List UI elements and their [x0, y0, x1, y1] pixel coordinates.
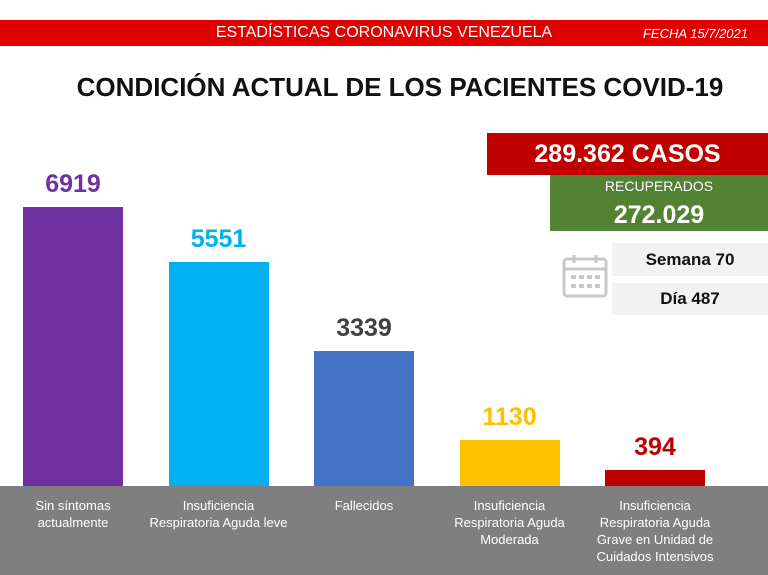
header-bar: [0, 20, 768, 46]
value-label: 5551: [190, 225, 247, 254]
category-label: Insuficiencia Respiratoria Aguda leve: [149, 498, 288, 530]
bar: [459, 440, 560, 486]
week-box: Semana 70: [612, 243, 768, 276]
bar: [314, 351, 414, 486]
recovered-box: [550, 175, 768, 231]
header-title: ESTADÍSTICAS CORONAVIRUS VENEZUELA: [215, 24, 553, 41]
bar: [23, 207, 123, 486]
category-band: [0, 486, 768, 575]
value-label: 3339: [336, 314, 392, 343]
category-label: Insuficiencia Respiratoria Aguda Moderad…: [454, 498, 565, 547]
category-label: Sin síntomas actualmente: [35, 498, 111, 530]
value-label: 1130: [482, 403, 537, 432]
category-label: Insuficiencia Respiratoria Aguda Grave e…: [596, 498, 714, 564]
chart-title: CONDICIÓN ACTUAL DE LOS PACIENTES COVID-…: [76, 72, 724, 102]
value-label: 6919: [45, 170, 101, 198]
value-label: 394: [634, 433, 676, 462]
bar: [168, 262, 269, 486]
header-date: FECHA 15/7/2021: [642, 26, 748, 41]
category-label: Fallecidos: [334, 498, 394, 513]
recovered-value: 272.029: [613, 201, 705, 229]
cases-box: 289.362 CASOS: [487, 133, 768, 175]
calendar-icon: [562, 255, 608, 298]
recovered-label: RECUPERADOS: [604, 178, 714, 194]
day-box: Día 487: [612, 283, 768, 315]
bar: [605, 470, 705, 486]
